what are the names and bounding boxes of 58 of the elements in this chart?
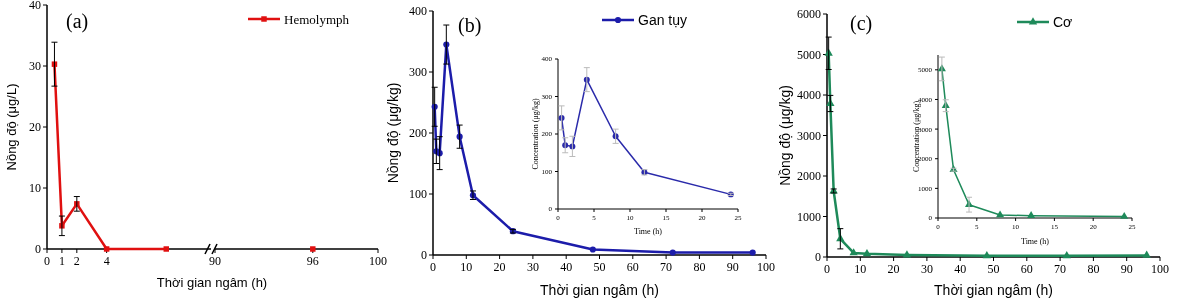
legend-label: Gan tụy	[638, 11, 688, 28]
legend-label: Hemolymph	[284, 11, 350, 27]
x-tick-label: 100	[1151, 262, 1169, 276]
x-axis-title: Thời gian ngâm (h)	[540, 282, 659, 298]
x-tick-label: 4	[103, 254, 110, 268]
y-tick-label: 3000	[797, 128, 821, 143]
annotation: (b)	[458, 14, 482, 37]
x-axis-title: Thời gian ngâm (h)	[934, 282, 1053, 298]
x-tick-label: 100	[369, 254, 387, 268]
y-tick-label: 1000	[797, 209, 821, 224]
x-axis-title: Thời gian ngâm (h)	[156, 275, 268, 290]
x-axis-title: Time (h)	[1021, 237, 1050, 246]
x-tick-label: 60	[1020, 262, 1033, 276]
legend-label: Cơ	[1053, 13, 1073, 30]
x-tick-label: 60	[626, 260, 639, 274]
y-tick-label: 30	[29, 59, 41, 74]
x-tick-label: 20	[493, 260, 506, 274]
x-tick-label: 90	[726, 260, 739, 274]
x-tick-label: 10	[460, 260, 473, 274]
x-tick-label: 40	[560, 260, 573, 274]
x-tick-label: 70	[660, 260, 673, 274]
y-tick-label: 20	[29, 120, 41, 135]
x-tick-label: 96	[306, 254, 319, 268]
annotation: (c)	[850, 12, 873, 35]
y-axis-title: Nồng độ (μg/kg)	[777, 85, 793, 186]
x-tick-label: 1	[58, 254, 65, 268]
y-tick-label: 2000	[797, 169, 821, 184]
x-tick-label: 20	[887, 262, 900, 276]
y-axis-title: Nồng độ (μg/kg)	[385, 82, 401, 184]
x-tick-label: 2	[73, 254, 80, 268]
x-tick-label: 90	[209, 254, 221, 268]
y-tick-label: 100	[409, 187, 427, 202]
x-tick-label: 50	[593, 260, 606, 274]
x-tick-label: 80	[1087, 262, 1100, 276]
x-tick-label: 40	[954, 262, 967, 276]
x-tick-label: 10	[854, 262, 867, 276]
x-tick-label: 100	[757, 260, 775, 274]
x-tick-label: 30	[526, 260, 539, 274]
y-tick-label: 40	[29, 0, 41, 13]
x-tick-label: 0	[430, 260, 436, 274]
y-tick-label: 300	[409, 65, 427, 80]
y-axis-title: Nồng độ (μg/L)	[4, 83, 19, 171]
x-tick-label: 0	[824, 262, 830, 276]
y-tick-label: 400	[409, 4, 427, 19]
x-tick-label: 50	[987, 262, 1000, 276]
y-tick-label: 4000	[797, 88, 821, 103]
x-tick-label: 70	[1054, 262, 1067, 276]
y-tick-label: 200	[409, 126, 427, 141]
annotation: (a)	[66, 10, 89, 33]
x-tick-label: 80	[693, 260, 706, 274]
x-tick-label: 90	[1120, 262, 1133, 276]
y-axis-title: Concentration (μg/kg)	[531, 98, 540, 170]
y-tick-label: 5000	[797, 47, 821, 62]
y-tick-label: 6000	[797, 7, 821, 22]
x-axis-title: Time (h)	[634, 227, 663, 236]
y-tick-label: 10	[29, 181, 41, 196]
x-tick-label: 0	[44, 254, 50, 268]
y-tick-label: 0	[35, 242, 41, 257]
